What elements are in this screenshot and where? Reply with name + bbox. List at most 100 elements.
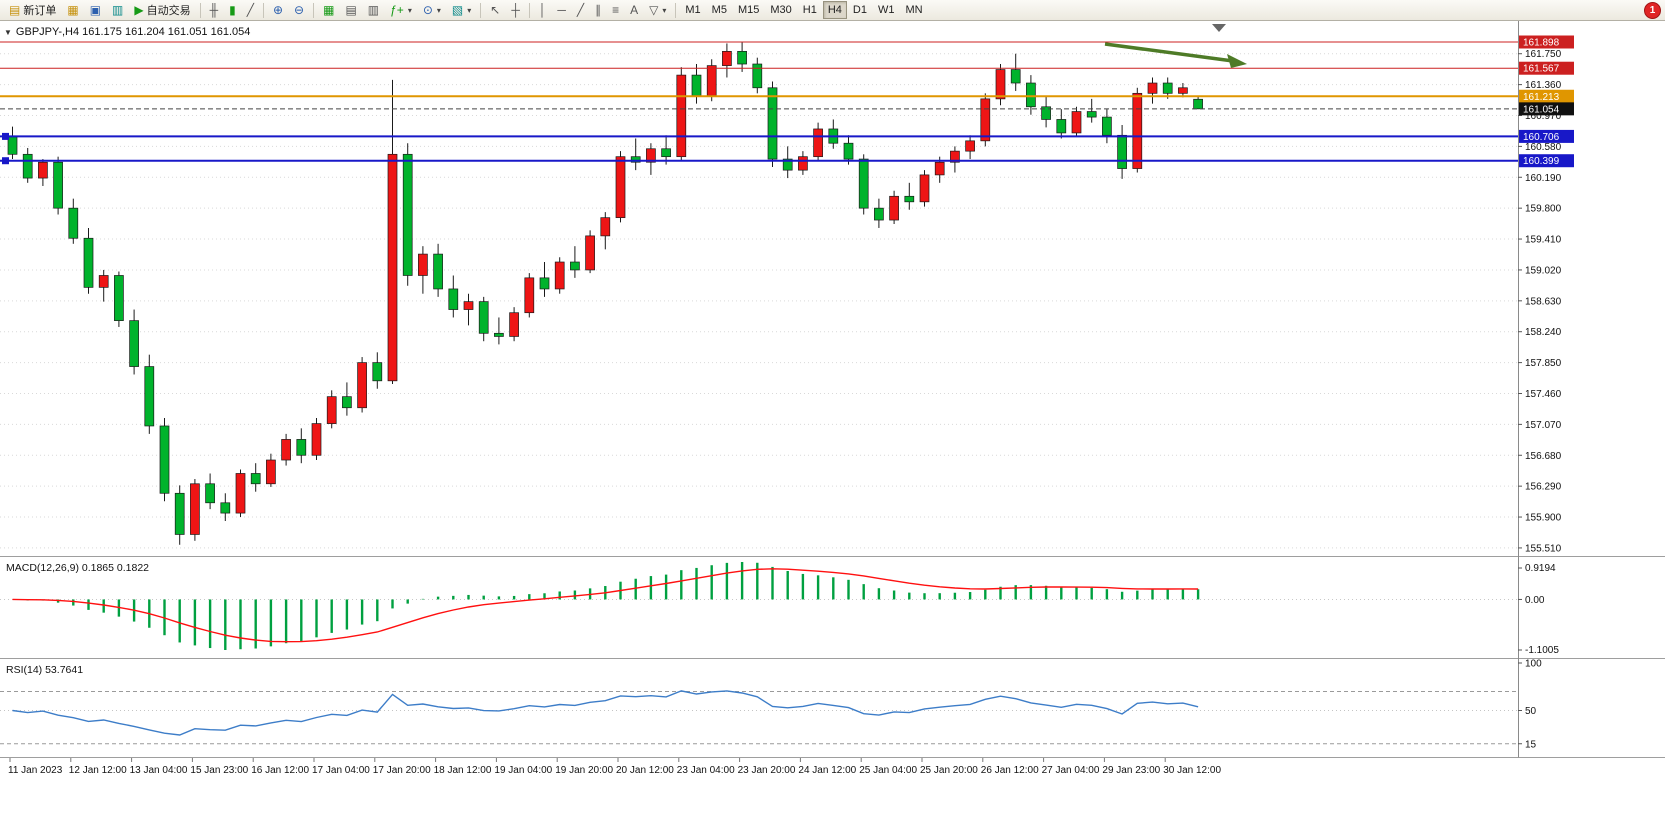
svg-text:155.900: 155.900 (1525, 513, 1562, 524)
svg-text:160.580: 160.580 (1525, 142, 1562, 153)
toolbar-separator (262, 2, 264, 18)
cursor-icon: ↖ (490, 3, 501, 17)
svg-text:15: 15 (1525, 739, 1537, 750)
svg-text:19 Jan 20:00: 19 Jan 20:00 (555, 765, 613, 776)
new-order-button[interactable]: ▤ 新订单 (4, 1, 61, 19)
svg-text:50: 50 (1525, 706, 1537, 717)
svg-text:12 Jan 12:00: 12 Jan 12:00 (69, 765, 127, 776)
toolbar-separator (675, 2, 677, 18)
svg-text:156.290: 156.290 (1525, 482, 1562, 493)
tile-windows-icon: ▦ (323, 3, 335, 17)
timeframe-button-m1[interactable]: M1 (680, 1, 705, 19)
chevron-down-icon: ▾ (436, 5, 441, 15)
price-axis[interactable]: 161.750 161.360 160.970 160.580 160.190 159.8… (1518, 49, 1562, 750)
svg-text:158.630: 158.630 (1525, 296, 1562, 307)
periods-button[interactable]: ⊙ ▾ (418, 1, 446, 19)
svg-text:18 Jan 12:00: 18 Jan 12:00 (434, 765, 492, 776)
auto-trading-button[interactable]: ▶ 自动交易 (129, 1, 195, 19)
svg-text:26 Jan 12:00: 26 Jan 12:00 (981, 765, 1039, 776)
timeframe-button-mn[interactable]: MN (900, 1, 927, 19)
timeframe-button-h1[interactable]: H1 (798, 1, 822, 19)
svg-text:156.680: 156.680 (1525, 451, 1562, 462)
timeframe-button-d1[interactable]: D1 (848, 1, 872, 19)
horizontal-line-tool-button[interactable]: ─ (552, 1, 571, 19)
svg-text:159.410: 159.410 (1525, 235, 1562, 246)
svg-text:159.020: 159.020 (1525, 265, 1562, 276)
timeframe-button-m15[interactable]: M15 (733, 1, 764, 19)
svg-text:27 Jan 04:00: 27 Jan 04:00 (1042, 765, 1100, 776)
channel-tool-button[interactable]: ∥ (590, 1, 606, 19)
arrange-windows-icon: ▤ (345, 3, 357, 17)
svg-text:160.970: 160.970 (1525, 111, 1562, 122)
new-order-icon: ▤ (9, 3, 21, 17)
fibonacci-icon: ≡ (612, 3, 620, 17)
zoom-out-button[interactable]: ⊖ (289, 1, 309, 19)
text-tool-icon: A (630, 3, 639, 17)
svg-text:157.460: 157.460 (1525, 389, 1562, 400)
chevron-down-icon: ▾ (662, 5, 667, 15)
timeframe-button-w1[interactable]: W1 (873, 1, 900, 19)
toolbar-separator (480, 2, 482, 18)
profiles-icon: ▣ (89, 3, 102, 17)
candlestick-icon: ▮ (229, 3, 236, 17)
new-chart-button[interactable]: ▦ (62, 1, 83, 19)
levels-group[interactable]: 161.898 161.567 161.213 160.706 160.399 161.0… (0, 35, 1574, 168)
shapes-tool-button[interactable]: ▽ ▾ (644, 1, 671, 19)
indicators-button[interactable]: ƒ+ ▾ (385, 1, 417, 19)
svg-text:29 Jan 23:00: 29 Jan 23:00 (1102, 765, 1160, 776)
templates-button[interactable]: ▧ ▾ (447, 1, 476, 19)
line-chart-button[interactable]: ╱ (242, 1, 259, 19)
new-order-label: 新订单 (23, 5, 57, 17)
timeframe-button-m5[interactable]: M5 (707, 1, 732, 19)
svg-text:19 Jan 04:00: 19 Jan 04:00 (494, 765, 552, 776)
candlestick-chart-button[interactable]: ▮ (224, 1, 241, 19)
chevron-down-icon: ▾ (467, 5, 472, 15)
cursor-tool-button[interactable]: ↖ (485, 1, 505, 19)
timeframe-group: M1 M5 M15 M30 H1 H4 D1 W1 MN (680, 1, 927, 19)
timeframe-button-m30[interactable]: M30 (765, 1, 796, 19)
svg-text:17 Jan 04:00: 17 Jan 04:00 (312, 765, 370, 776)
svg-text:161.898: 161.898 (1523, 38, 1560, 49)
timeframe-button-h4[interactable]: H4 (822, 1, 847, 19)
svg-text:25 Jan 20:00: 25 Jan 20:00 (920, 765, 978, 776)
toolbar-separator (199, 2, 201, 18)
crosshair-icon: ┼ (511, 3, 520, 17)
chart-window: 161.750 161.360 160.970 160.580 160.190 159.8… (0, 21, 1665, 831)
market-watch-button[interactable]: ▥ (107, 1, 128, 19)
toolbar-separator (313, 2, 315, 18)
vertical-line-tool-button[interactable]: │ (534, 1, 552, 19)
text-tool-button[interactable]: A (625, 1, 643, 19)
svg-text:25 Jan 04:00: 25 Jan 04:00 (859, 765, 917, 776)
profiles-button[interactable]: ▣ (85, 1, 106, 19)
cascade-windows-button[interactable]: ▥ (363, 1, 384, 19)
svg-text:160.706: 160.706 (1523, 132, 1560, 143)
svg-text:23 Jan 04:00: 23 Jan 04:00 (677, 765, 735, 776)
indicators-icon: ƒ+ (390, 3, 404, 17)
notification-badge[interactable]: 1 (1644, 1, 1661, 19)
zoom-in-button[interactable]: ⊕ (268, 1, 288, 19)
market-watch-icon: ▥ (112, 3, 124, 17)
new-chart-icon: ▦ (67, 3, 79, 17)
annotation-arrow[interactable] (1104, 24, 1247, 68)
autotrade-play-icon: ▶ (134, 3, 144, 17)
time-axis[interactable]: 11 Jan 2023 12 Jan 12:00 13 Jan 04:00 15 Ja… (8, 758, 1221, 776)
fibonacci-tool-button[interactable]: ≡ (607, 1, 624, 19)
svg-text:159.800: 159.800 (1525, 204, 1562, 215)
auto-trading-label: 自动交易 (146, 5, 191, 17)
svg-text:161.750: 161.750 (1525, 49, 1562, 60)
chart-canvas[interactable]: 161.750 161.360 160.970 160.580 160.190 159.8… (0, 21, 1665, 831)
tile-windows-button[interactable]: ▦ (318, 1, 339, 19)
bar-chart-button[interactable]: ╫ (205, 1, 224, 19)
svg-text:157.850: 157.850 (1525, 358, 1562, 369)
trendline-icon: ╱ (576, 3, 585, 17)
chevron-down-icon: ▾ (407, 5, 412, 15)
collapse-chart-button[interactable]: ▼ (4, 27, 12, 37)
svg-text:15 Jan 23:00: 15 Jan 23:00 (190, 765, 248, 776)
trendline-tool-button[interactable]: ╱ (572, 1, 589, 19)
rsi-group (0, 690, 1518, 745)
bar-chart-icon: ╫ (209, 3, 219, 17)
arrange-windows-button[interactable]: ▤ (340, 1, 361, 19)
crosshair-tool-button[interactable]: ┼ (506, 1, 525, 19)
svg-text:157.070: 157.070 (1525, 420, 1562, 431)
zoom-in-icon: ⊕ (272, 3, 284, 17)
